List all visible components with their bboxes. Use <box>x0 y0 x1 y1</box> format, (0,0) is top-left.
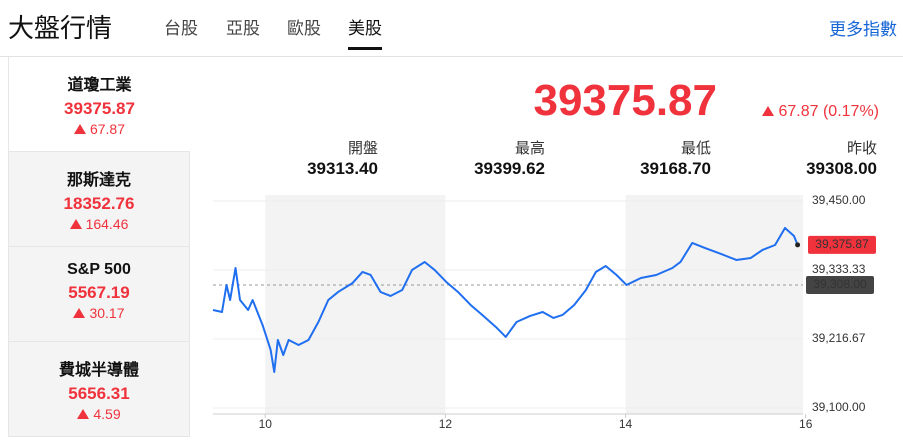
stat-value: 39168.70 <box>640 159 711 178</box>
up-icon <box>73 308 86 318</box>
up-icon <box>69 219 82 229</box>
index-value: 39375.87 <box>64 99 135 118</box>
index-item[interactable]: 道瓊工業 39375.87 67.87 <box>8 57 190 152</box>
change-text: 67.87 (0.17%) <box>778 103 879 120</box>
price-line <box>212 226 799 373</box>
stat-value: 39308.00 <box>806 159 877 178</box>
header: 大盤行情 台股 亞股 歐股 美股 更多指數 <box>0 0 903 57</box>
index-value: 5567.19 <box>68 283 130 302</box>
prev-close-tag <box>806 275 874 294</box>
up-icon <box>73 124 86 134</box>
up-icon <box>762 106 775 116</box>
index-item[interactable]: S&P 500 5567.19 30.17 <box>8 247 190 342</box>
tab[interactable]: 歐股 <box>287 19 321 38</box>
stat-value: 39313.40 <box>307 159 378 178</box>
up-icon <box>77 409 90 419</box>
y-tick-label: 39,333.33 <box>812 262 866 276</box>
index-name: 那斯達克 <box>66 172 131 189</box>
time-band <box>265 195 446 414</box>
stat-label: 最低 <box>680 140 711 157</box>
page-title: 大盤行情 <box>8 13 113 43</box>
change-text: 67.87 <box>89 121 126 137</box>
x-tick-label: 14 <box>619 417 633 431</box>
y-tick-label: 39,216.67 <box>812 331 866 345</box>
last-point <box>795 242 801 248</box>
change-text: 4.59 <box>93 406 121 422</box>
stat-label: 最高 <box>514 140 545 157</box>
tab[interactable]: 美股 <box>348 14 382 50</box>
tab[interactable]: 台股 <box>164 19 198 38</box>
y-tick-label: 39,450.00 <box>812 193 866 207</box>
index-value: 18352.76 <box>63 194 135 213</box>
stat-label: 開盤 <box>347 140 378 157</box>
index-list: 道瓊工業 39375.87 67.87 那斯達克 18352.76 164.46 S&P 5… <box>8 57 190 437</box>
stat-value: 39399.62 <box>474 159 545 178</box>
index-change: 4.59 <box>9 406 189 422</box>
prev-close-label: 39,308.00 <box>813 277 867 291</box>
y-tick-label: 39,100.00 <box>812 400 866 414</box>
index-name: 費城半導體 <box>58 362 139 379</box>
last-price-tag <box>808 235 876 254</box>
stat-label: 昨收 <box>846 140 877 157</box>
change-text: 164.46 <box>85 216 129 232</box>
index-item[interactable]: 費城半導體 5656.31 4.59 <box>8 342 190 437</box>
more-link[interactable]: 更多指數 <box>829 20 897 39</box>
index-name: S&P 500 <box>67 261 131 278</box>
current-price: 39375.87 <box>533 76 717 125</box>
change-text: 30.17 <box>89 305 125 321</box>
x-tick-label: 16 <box>799 417 813 431</box>
index-change: 30.17 <box>9 305 189 321</box>
last-price-label: 39,375.87 <box>815 237 869 251</box>
index-item[interactable]: 那斯達克 18352.76 164.46 <box>8 152 190 247</box>
tab[interactable]: 亞股 <box>226 19 260 38</box>
time-band <box>625 195 803 414</box>
index-change: 164.46 <box>9 216 189 232</box>
price-change: 67.87 (0.17%) <box>762 103 879 121</box>
index-change: 67.87 <box>9 121 190 137</box>
index-name: 道瓊工業 <box>67 77 132 94</box>
x-tick-label: 10 <box>259 417 273 431</box>
index-value: 5656.31 <box>68 384 130 403</box>
x-tick-label: 12 <box>439 417 453 431</box>
